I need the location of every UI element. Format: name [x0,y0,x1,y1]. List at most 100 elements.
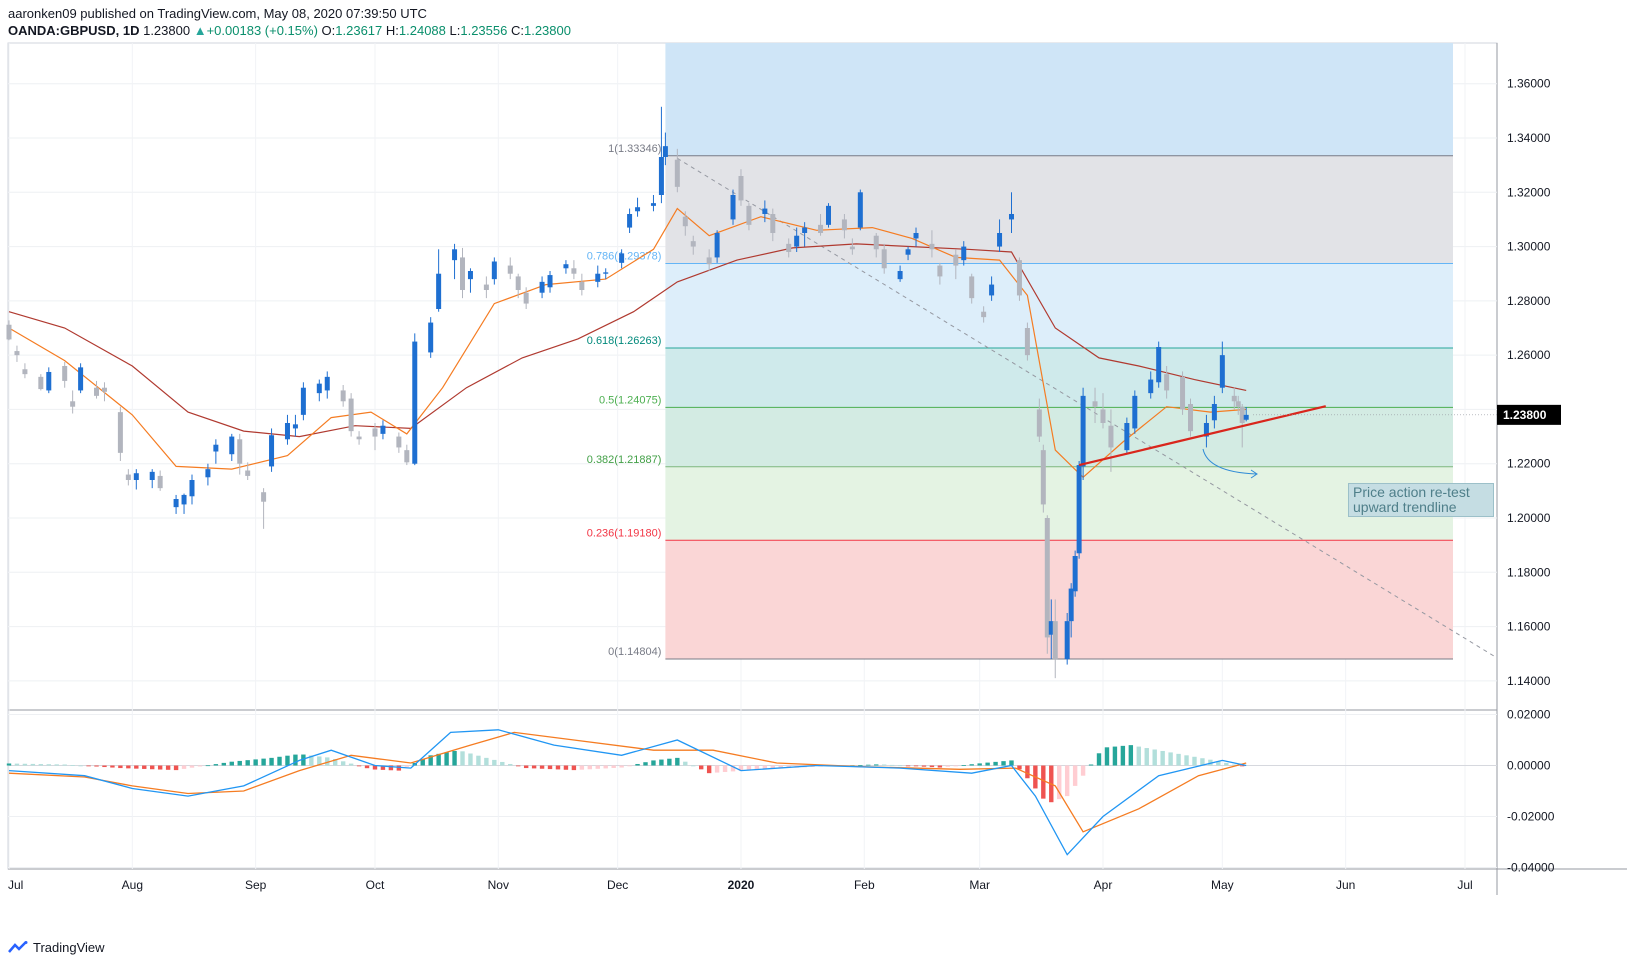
macd-histogram-bar [977,763,982,766]
macd-histogram-bar [531,765,537,769]
arrow-head-icon [1250,469,1258,479]
macd-histogram-bar [1168,752,1173,766]
macd-histogram-bar [897,765,903,767]
symbol-label: OANDA:GBPUSD, 1D [8,23,140,38]
candle-body [157,475,163,489]
macd-histogram-bar [651,760,656,766]
candle-body [396,436,402,448]
candle-body [46,371,52,391]
candle-body [117,412,123,453]
candle-body [14,351,20,356]
macd-histogram-bar [118,765,123,769]
time-tick-label: Oct [366,878,385,892]
macd-histogram-bar [730,765,736,772]
candle-body [929,243,935,250]
candle-body [953,254,959,266]
macd-histogram-bar [14,763,20,766]
candle-body [969,276,975,299]
macd-tick-label: 0.00000 [1507,759,1551,773]
time-tick-label: Jul [8,878,23,892]
macd-histogram-bar [356,765,362,767]
candle-body [467,271,473,280]
macd-histogram-bar [1096,753,1102,766]
time-tick-label: Dec [607,878,628,892]
close-label: C: [510,23,524,38]
candle-body [1243,414,1249,420]
candle-body [237,439,243,464]
candle-body [101,387,107,392]
macd-histogram-bar [364,765,370,769]
curved-arrow [1202,448,1257,475]
macd-histogram-bar [46,764,51,766]
last-price: 1.23800 [143,23,191,38]
candle-body [1100,409,1106,423]
macd-histogram-bar [889,764,895,766]
candle-body [507,265,513,274]
candle-body [682,216,688,227]
macd-histogram-bar [1025,765,1030,779]
candle-body [849,246,855,250]
candle-body [483,284,489,290]
price-tick-label: 1.34000 [1507,131,1551,145]
candle-body [706,257,712,265]
candle-body [997,233,1003,247]
macd-histogram-bar [221,762,227,766]
macd-histogram-bar [142,765,147,769]
macd-histogram-bar [627,765,632,767]
candle-body [340,390,346,402]
macd-histogram-bar [1064,765,1070,797]
macd-histogram-bar [269,757,274,766]
macd-histogram-bar [348,763,354,766]
macd-histogram-bar [1192,756,1197,766]
price-tick-label: 1.20000 [1507,511,1551,525]
macd-histogram-bar [229,761,234,766]
close-value: 1.23800 [523,23,571,38]
macd-histogram-bar [86,765,91,767]
candle-body [1219,355,1225,388]
candle-body [1064,621,1070,660]
macd-histogram-bar [492,759,497,766]
candle-body [1156,347,1162,383]
last-price-tag [1497,404,1561,425]
macd-histogram-bar [237,760,242,766]
macd-histogram-bar [165,765,171,770]
macd-histogram-bar [1160,750,1165,766]
candle-body [6,324,12,340]
macd-histogram-bar [285,755,290,766]
candle-body [1024,328,1030,356]
macd-histogram-bar [325,757,330,766]
macd-histogram-bar [420,759,425,766]
macd-histogram-bar [213,764,219,766]
macd-histogram-bar [913,765,919,767]
candle-body [690,241,696,247]
macd-histogram-bar [309,755,314,766]
annotation-note[interactable]: Price action re-test upward trendline [1348,483,1494,517]
macd-line [8,729,1247,856]
macd-histogram-bar [277,756,282,766]
price-change: +0.00183 (+0.15%) [206,23,318,38]
candle-body [356,436,362,440]
macd-histogram-bar [587,765,593,770]
candle-body [62,366,68,381]
candle-body [380,425,386,434]
candle-body [1036,409,1042,437]
macd-histogram-bar [333,759,338,766]
macd-histogram-bar [102,765,107,768]
publisher-line: aaronken09 published on TradingView.com,… [8,6,427,21]
candle-body [428,322,434,353]
candle-body [762,208,768,214]
macd-histogram-bar [396,765,402,771]
macd-histogram-bar [1128,745,1134,766]
tradingview-brand[interactable]: TradingView [8,940,105,955]
macd-histogram-bar [1120,745,1126,766]
macd-histogram-bar [929,765,935,768]
macd-histogram-bar [1112,746,1118,766]
candle-body [205,469,211,478]
macd-histogram-bar [563,765,569,770]
macd-histogram-bar [388,765,394,771]
macd-histogram-bar [866,764,871,766]
candle-body [1239,406,1245,423]
candle-body [133,473,139,480]
macd-histogram-bar [1041,765,1046,799]
